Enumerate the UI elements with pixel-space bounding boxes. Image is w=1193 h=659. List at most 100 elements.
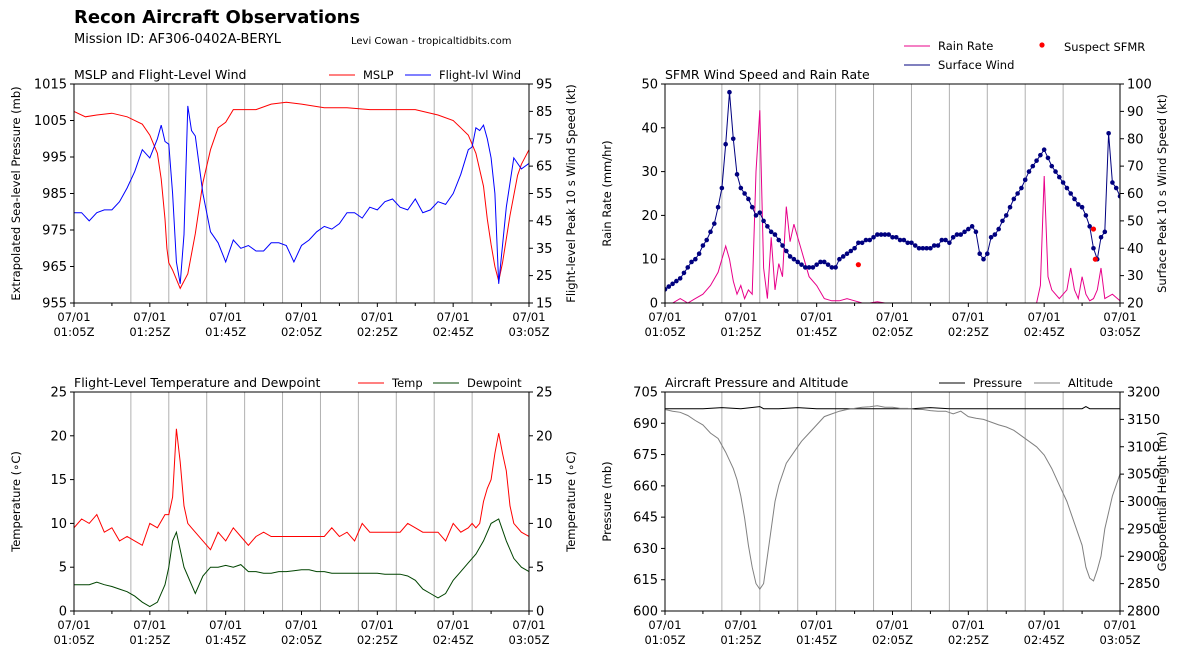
surface-wind-point — [670, 281, 675, 287]
x-tick-label: 02:45Z — [1024, 325, 1065, 339]
surface-wind-point — [958, 232, 964, 237]
x-tick-label: 07/01 — [57, 618, 90, 632]
surface-wind-point — [1041, 147, 1047, 152]
surface-wind-point — [825, 262, 831, 267]
surface-wind-point — [988, 235, 994, 240]
surface-wind-point — [1026, 169, 1032, 174]
surface-wind-point — [696, 251, 702, 257]
surface-wind-point — [878, 232, 884, 237]
surface-wind-point — [1079, 204, 1085, 210]
y-right-tick-label: 90 — [1127, 105, 1144, 120]
surface-wind-point — [1117, 193, 1120, 199]
x-tick-label: 07/01 — [285, 618, 318, 632]
series-line-pressure — [665, 406, 1120, 410]
y-axis-label: Rain Rate (mm/hr) — [600, 140, 614, 246]
y-right-axis-label: Temperature (∘C) — [564, 451, 578, 553]
y-right-tick-label: 35 — [536, 242, 553, 257]
plot-frame — [73, 83, 530, 304]
surface-wind-point — [992, 232, 998, 237]
legend-label: Altitude — [1068, 376, 1113, 390]
suspect-sfmr-point — [1090, 226, 1097, 232]
surface-wind-point — [1034, 158, 1039, 163]
y-tick-label: 985 — [42, 187, 67, 202]
x-tick-label: 03:05Z — [508, 633, 549, 647]
y-tick-label: 675 — [633, 448, 658, 463]
y-tick-label: 10 — [50, 517, 67, 532]
chart-title: Aircraft Pressure and Altitude — [665, 375, 849, 390]
x-tick-label: 03:05Z — [1099, 633, 1140, 647]
surface-wind-point — [984, 251, 990, 257]
surface-wind-point — [859, 240, 865, 246]
y-right-tick-label: 25 — [536, 386, 553, 401]
x-tick-label: 02:45Z — [433, 325, 474, 339]
y-right-tick-label: 20 — [1127, 297, 1144, 312]
x-tick-label: 07/01 — [209, 310, 242, 324]
surface-wind-point — [947, 240, 952, 246]
surface-wind-point — [1102, 229, 1108, 235]
surface-wind-point — [901, 237, 907, 243]
surface-wind-point — [966, 226, 971, 232]
surface-wind-point — [700, 243, 706, 248]
surface-wind-point — [886, 232, 892, 237]
y-right-tick-label: 30 — [1127, 269, 1144, 284]
surface-wind-point — [912, 243, 918, 248]
surface-wind-point — [1022, 177, 1028, 183]
y-tick-label: 660 — [633, 479, 658, 494]
surface-wind-point — [1068, 191, 1074, 196]
legend-label: Flight-lvl Wind — [439, 68, 521, 82]
surface-wind-point — [939, 237, 945, 243]
surface-wind-point — [704, 237, 710, 243]
x-tick-label: 07/01 — [1103, 310, 1136, 324]
surface-wind-point — [1060, 180, 1066, 185]
suspect-sfmr-point — [855, 262, 861, 268]
legend-label: Dewpoint — [467, 376, 522, 390]
y-right-tick-label: 60 — [1127, 187, 1144, 202]
y-axis-label: Extrapolated Sea-level Pressure (mb) — [9, 86, 23, 300]
surface-wind-point — [1045, 155, 1051, 161]
x-tick-label: 01:45Z — [796, 325, 837, 339]
plot-frame — [73, 391, 530, 612]
y-right-tick-label: 55 — [536, 187, 553, 202]
surface-wind-point — [784, 248, 789, 254]
y-tick-label: 5 — [59, 561, 67, 576]
surface-wind-point — [996, 226, 1001, 232]
y-tick-label: 645 — [633, 511, 658, 526]
legend-label: Rain Rate — [938, 39, 993, 53]
surface-wind-point — [1003, 213, 1009, 218]
surface-wind-point — [950, 235, 956, 240]
surface-wind-point — [685, 265, 691, 270]
y-right-tick-label: 2900 — [1127, 550, 1160, 565]
surface-wind-point — [1000, 218, 1005, 224]
y-right-axis-label: Flight-level Peak 10 s Wind Speed (kt) — [564, 84, 578, 303]
x-tick-label: 07/01 — [209, 618, 242, 632]
series-line-dewpoint — [74, 518, 529, 608]
chart-title: Flight-Level Temperature and Dewpoint — [74, 375, 321, 390]
y-right-tick-label: 5 — [536, 561, 544, 576]
surface-wind-point — [715, 204, 721, 210]
surface-wind-point — [981, 256, 986, 262]
y-right-tick-label: 3100 — [1127, 440, 1160, 455]
surface-wind-point — [1053, 169, 1058, 174]
x-tick-label: 07/01 — [648, 310, 681, 324]
surface-wind-point — [1057, 174, 1062, 180]
y-right-tick-label: 80 — [1127, 132, 1144, 147]
x-tick-label: 07/01 — [952, 310, 985, 324]
surface-wind-point — [924, 245, 929, 251]
x-tick-label: 07/01 — [512, 310, 545, 324]
x-tick-label: 02:05Z — [281, 325, 322, 339]
x-tick-label: 01:45Z — [205, 633, 246, 647]
legend-swatch — [1039, 42, 1045, 48]
sfmr_rain-chart: 07/0101:05Z07/0101:25Z07/0101:45Z07/0102… — [600, 39, 1169, 339]
surface-wind-point — [821, 259, 827, 265]
x-tick-label: 03:05Z — [508, 325, 549, 339]
surface-wind-point — [840, 254, 846, 259]
surface-wind-point — [1087, 224, 1092, 229]
y-tick-label: 975 — [42, 224, 67, 239]
x-tick-label: 07/01 — [800, 618, 833, 632]
surface-wind-point — [1015, 191, 1020, 196]
series-line-mslp — [74, 101, 529, 290]
y-tick-label: 0 — [650, 297, 658, 312]
surface-wind-point — [1007, 204, 1013, 210]
mission-id: Mission ID: AF306-0402A-BERYL — [74, 32, 281, 47]
legend: Rain Rate Surface Wind Suspect SFMR — [904, 39, 1145, 72]
